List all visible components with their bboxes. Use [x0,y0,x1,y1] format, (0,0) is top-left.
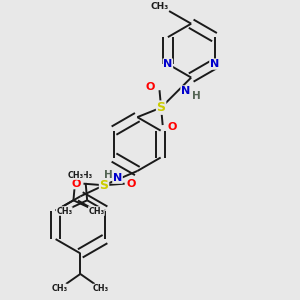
Text: S: S [157,101,166,114]
Text: S: S [100,179,109,192]
Text: CH₃: CH₃ [88,206,104,215]
Text: H: H [103,170,112,180]
Text: H: H [192,91,201,101]
Text: N: N [163,59,172,69]
Text: O: O [145,82,155,92]
Text: O: O [127,179,136,189]
Text: CH₃: CH₃ [150,2,169,11]
Text: O: O [72,179,81,189]
Text: O: O [167,122,177,132]
Text: CH₃: CH₃ [93,284,109,293]
Text: N: N [210,59,219,69]
Text: CH₃: CH₃ [68,171,84,180]
Text: CH₃: CH₃ [56,206,72,215]
Text: CH₃: CH₃ [77,171,93,180]
Text: N: N [113,173,122,183]
Text: N: N [181,86,190,96]
Text: CH₃: CH₃ [52,284,68,293]
